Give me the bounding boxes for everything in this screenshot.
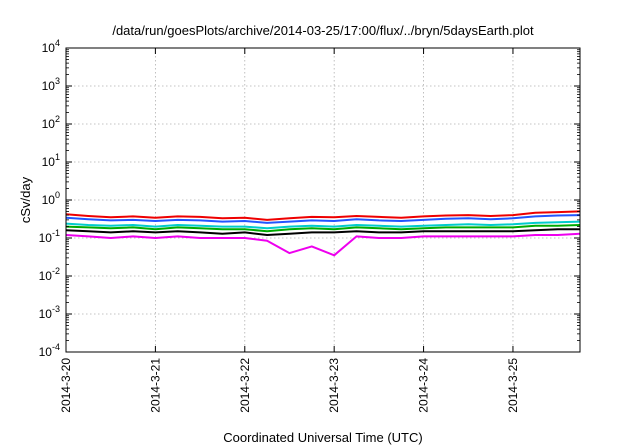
series-line xyxy=(65,232,581,257)
x-tick-label: 2014-3-21 xyxy=(148,358,162,413)
series-line xyxy=(65,214,581,224)
x-tick-label: 2014-3-22 xyxy=(238,358,252,413)
y-tick-label: 101 xyxy=(42,152,60,169)
y-tick-label: 10-1 xyxy=(39,228,60,245)
x-tick-label: 2014-3-24 xyxy=(417,358,431,413)
x-tick-label: 2014-3-25 xyxy=(506,358,520,413)
y-tick-label: 104 xyxy=(42,38,60,55)
series-layer xyxy=(65,210,581,257)
series-line xyxy=(65,210,581,221)
y-tick-label: 103 xyxy=(42,76,60,93)
y-tick-label: 102 xyxy=(42,114,60,131)
series-line xyxy=(65,220,581,230)
y-tick-label: 10-4 xyxy=(39,342,60,359)
x-axis-label: Coordinated Universal Time (UTC) xyxy=(223,430,422,445)
y-tick-label: 10-2 xyxy=(39,266,60,283)
y-tick-label: 10-3 xyxy=(39,304,60,321)
y-axis-ticks: 10-4 10-3 10-2 10-1 100 101 102 103 104 xyxy=(39,38,580,359)
x-tick-label: 2014-3-20 xyxy=(59,358,73,413)
series-line xyxy=(65,228,580,236)
series-line xyxy=(65,224,581,233)
y-axis-label: cSv/day xyxy=(18,176,33,223)
chart-title: /data/run/goesPlots/archive/2014-03-25/1… xyxy=(112,23,534,38)
y-tick-label: 100 xyxy=(42,190,60,207)
x-tick-label: 2014-3-23 xyxy=(327,358,341,413)
x-axis-ticks: 2014-3-20 2014-3-21 2014-3-22 2014-3-23 2014… xyxy=(59,48,520,413)
